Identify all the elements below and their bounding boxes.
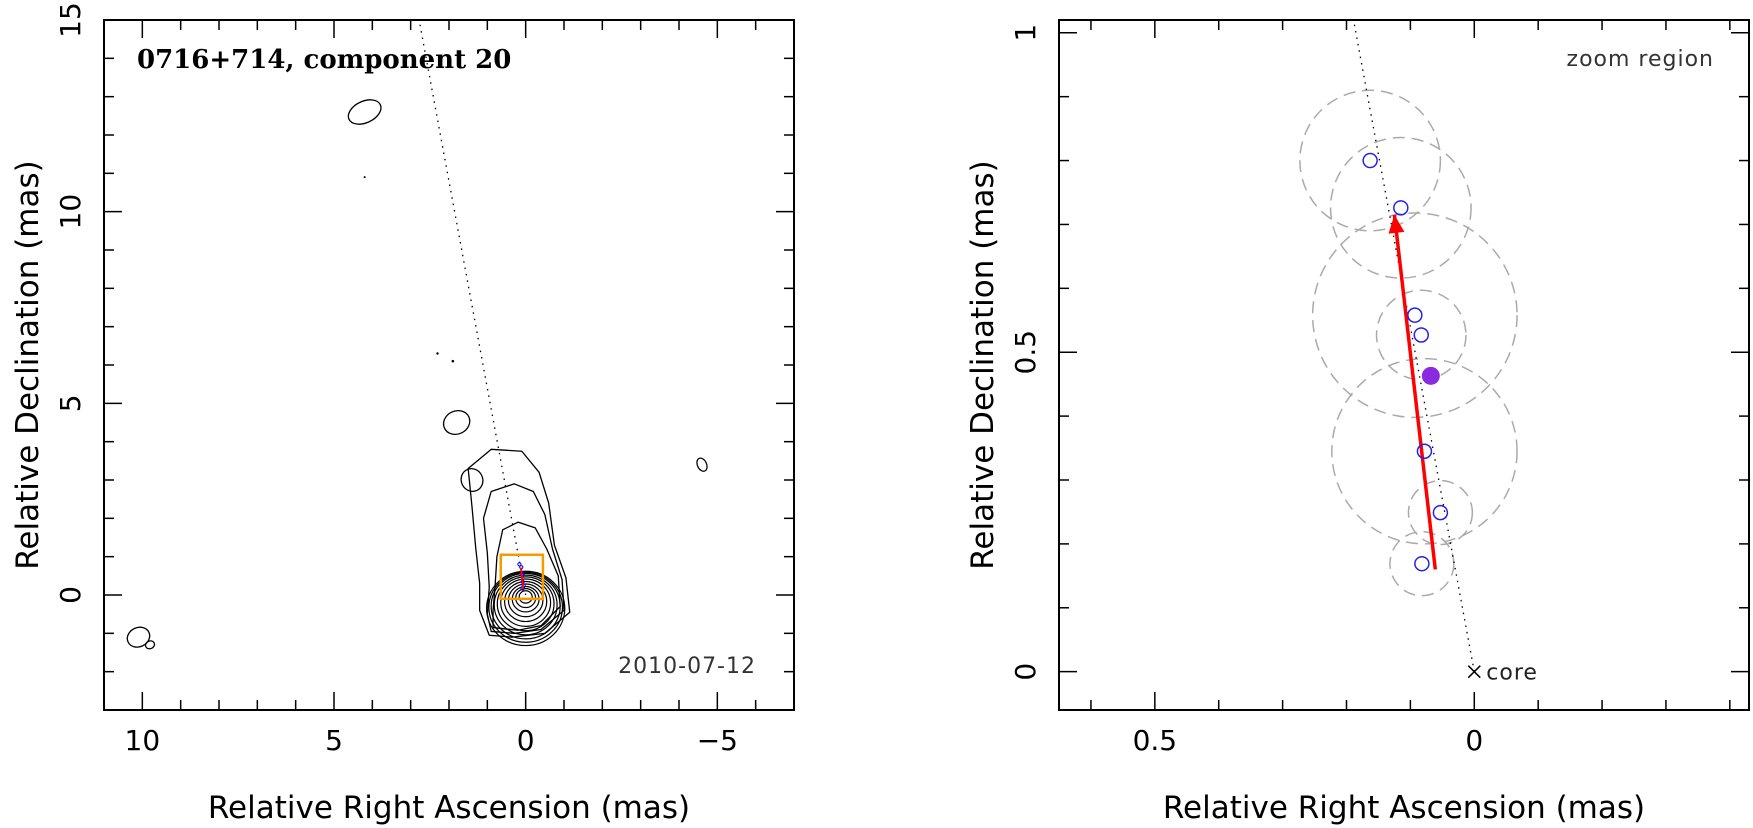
left-x-tick-labels: 10 5 0 −5 [125, 724, 738, 757]
left-contour-level [482, 483, 565, 634]
left-isolated-contours [126, 99, 708, 650]
right-open-circle-point [1432, 504, 1449, 521]
right-jet-axis [1352, 19, 1475, 672]
left-isolated-contour [347, 99, 382, 125]
right-core-cross [1467, 665, 1481, 679]
left-core-contour [518, 590, 533, 604]
right-y-tick-label: 0.5 [1009, 330, 1042, 375]
right-filled-circle-point [1421, 366, 1440, 385]
left-x-tick-label: −5 [697, 724, 738, 757]
left-contour-map [467, 448, 571, 647]
left-isolated-contour [460, 467, 484, 493]
left-component-markers [517, 562, 526, 591]
right-uncertainty-circle [1311, 212, 1518, 419]
left-component-marker [517, 562, 522, 567]
left-isolated-contour [436, 352, 439, 355]
right-y-axis-label: Relative Declination (mas) [965, 160, 1001, 570]
right-x-tick-labels: 0.5 0 [1133, 724, 1484, 757]
left-core-contour [503, 580, 548, 623]
left-y-axis-label: Relative Declination (mas) [10, 160, 46, 570]
right-x-axis-label: Relative Right Ascension (mas) [1163, 790, 1645, 826]
right-uncertainty-circle [1375, 289, 1467, 381]
left-title: 0716+714, component 20 [137, 45, 511, 75]
left-y-tick-label: 0 [54, 586, 87, 604]
left-isolated-contour [126, 626, 151, 648]
left-motion-arrow [519, 567, 525, 589]
right-open-circle-point [1407, 307, 1423, 323]
right-uncertainty-circle [1389, 531, 1455, 597]
left-panel: 10 5 0 −5 0 5 10 15 0716+714, component 20 201… [10, 2, 795, 826]
right-open-circle-point [1414, 555, 1430, 572]
left-core-contour [507, 583, 544, 618]
right-x-tick-label: 0 [1465, 724, 1483, 757]
right-core-label: core [1486, 661, 1538, 686]
right-core-marker [1467, 665, 1481, 679]
left-isolated-contour [363, 176, 366, 179]
left-zoom-box [499, 553, 545, 601]
right-arrow-shaft [1392, 214, 1438, 570]
right-jet-axis-line [1352, 19, 1475, 672]
left-y-tick-label: 15 [54, 2, 87, 38]
left-isolated-contour [696, 457, 708, 472]
left-core-contour [496, 576, 555, 632]
right-uncertainty-circle [1331, 357, 1518, 545]
left-x-tick-label: 0 [517, 724, 535, 757]
right-motion-arrow [1388, 214, 1438, 570]
right-open-circle-point [1362, 152, 1378, 169]
right-y-tick-label: 0 [1009, 663, 1042, 681]
left-x-tick-label: 5 [325, 724, 343, 757]
left-tick-marks [103, 19, 795, 711]
right-uncertainty-circles [1299, 89, 1518, 597]
right-x-tick-label: 0.5 [1133, 724, 1178, 757]
left-date-label: 2010-07-12 [618, 654, 756, 679]
left-core-contour [500, 578, 552, 627]
right-open-circle-point [1393, 200, 1409, 216]
left-contour-level [467, 448, 571, 638]
right-y-tick-label: 1 [1009, 24, 1042, 42]
right-y-tick-labels: 00.51 [1009, 24, 1042, 681]
left-core-contour [488, 571, 564, 643]
left-isolated-contour [442, 409, 471, 436]
right-arrow-head [1388, 214, 1405, 234]
right-open-circle-point [1413, 327, 1429, 343]
left-y-tick-label: 5 [54, 394, 87, 412]
right-uncertainty-circle [1407, 479, 1474, 546]
left-core-contour [485, 570, 566, 647]
left-isolated-contour [451, 359, 455, 363]
left-x-tick-label: 10 [125, 724, 161, 757]
right-plot-frame [1058, 19, 1750, 711]
left-core-contour [490, 572, 561, 640]
left-x-axis-label: Relative Right Ascension (mas) [208, 790, 690, 826]
right-zoom-region-label: zoom region [1567, 47, 1714, 72]
left-plot-frame [103, 19, 795, 711]
left-isolated-contour [144, 640, 156, 650]
right-open-circle-point [1416, 443, 1433, 459]
right-panel: 0.5 0 00.51 zoom region core Relative Rig… [965, 19, 1750, 826]
left-zoom-rectangle [499, 553, 545, 601]
right-uncertainty-circle [1299, 89, 1442, 232]
right-tick-marks [1059, 20, 1749, 710]
left-core-contour [493, 574, 558, 636]
right-position-points [1362, 152, 1449, 572]
left-y-tick-labels: 0 5 10 15 [54, 2, 87, 604]
left-y-tick-label: 10 [54, 194, 87, 230]
right-uncertainty-circle [1329, 136, 1472, 279]
